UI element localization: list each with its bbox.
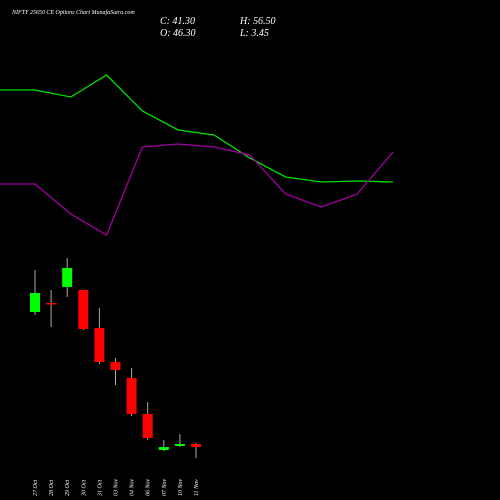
x-tick-label: 27 Oct (33, 480, 39, 496)
x-tick-label: 04 Nov (129, 478, 136, 496)
x-tick-label: 10 Nov (178, 478, 184, 496)
candle-body (46, 303, 57, 305)
candle-body (174, 444, 185, 446)
chart-title: NIFTY 25650 CE Options Chart MunafaSutra… (11, 9, 135, 16)
x-tick-label: 03 Nov (114, 478, 120, 496)
candle-body (30, 293, 40, 312)
candle-body (110, 362, 121, 370)
candle-body (94, 328, 105, 362)
indicator-line (0, 143, 394, 236)
x-tick-label: 06 Nov (146, 478, 152, 496)
candle-body (191, 444, 201, 447)
summary-high: H: 56.50 (239, 16, 276, 27)
x-tick-label: 29 Oct (65, 480, 71, 496)
x-tick-label: 07 Nov (162, 478, 168, 496)
indicator-line (0, 74, 394, 183)
x-tick-label: 30 Oct (81, 480, 87, 497)
candle-body (62, 268, 73, 287)
candle-body (142, 414, 153, 438)
candle-body (158, 447, 169, 450)
x-tick-label: 31 Oct (97, 480, 103, 497)
summary-open: O: 46.30 (160, 28, 196, 39)
summary-close: C: 41.30 (160, 16, 195, 27)
x-tick-label: 28 Oct (49, 480, 55, 496)
x-tick-label: 11 Nov (194, 479, 200, 496)
summary-low: L: 3.45 (239, 28, 269, 39)
candle-body (78, 290, 89, 329)
candle-body (126, 378, 137, 414)
